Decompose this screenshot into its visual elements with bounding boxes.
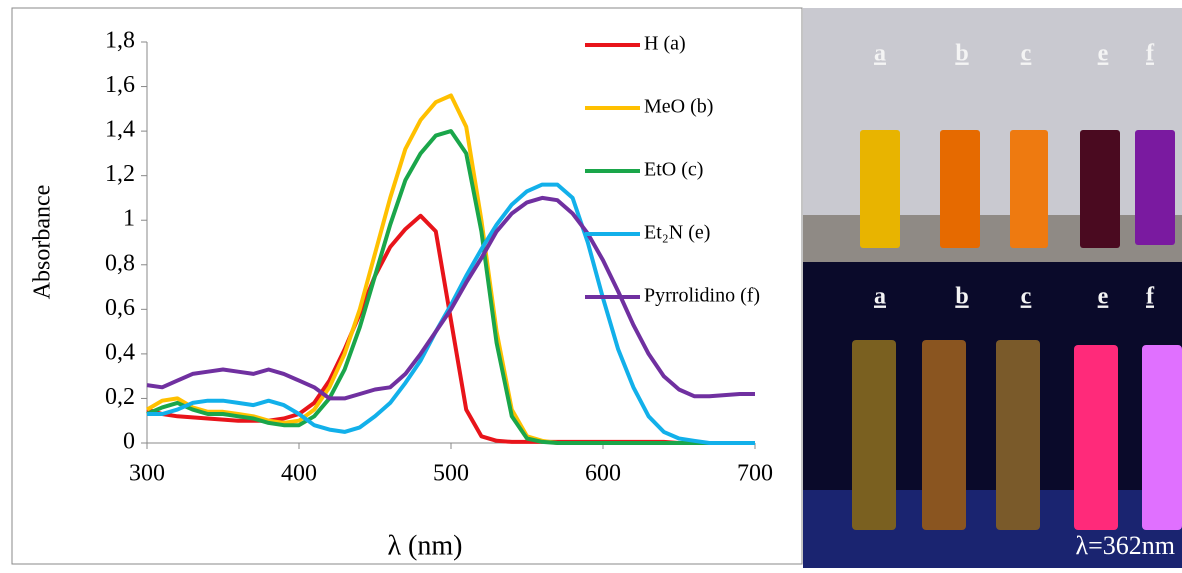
y-tick-label: 1,6 [105, 72, 135, 98]
legend-label: Pyrrolidino (f) [644, 285, 760, 307]
photo-label: f [1146, 284, 1155, 310]
y-tick-label: 1,4 [105, 117, 135, 143]
photo-label: e [1098, 41, 1109, 67]
photo-label: c [1021, 41, 1032, 67]
y-tick-label: 0,8 [105, 250, 135, 276]
legend-label: EtO (c) [644, 159, 703, 181]
y-tick-label: 0 [123, 429, 135, 455]
photo-caption: λ=362nm [1076, 531, 1176, 560]
y-tick-label: 0,6 [105, 295, 135, 321]
x-axis-title: λ (nm) [387, 530, 462, 561]
y-tick-label: 0,2 [105, 384, 135, 410]
photo-label: c [1021, 284, 1032, 310]
photo-label: b [955, 41, 968, 67]
legend-label: Et₂N (e) [644, 222, 710, 244]
y-tick-label: 1,2 [105, 161, 135, 187]
x-tick-label: 300 [129, 461, 165, 487]
photo-label: b [955, 284, 968, 310]
legend-label: H (a) [644, 33, 686, 55]
series-line [146, 195, 755, 401]
series-line [147, 182, 755, 445]
chart-border [11, 7, 803, 565]
photo-label: f [1146, 41, 1155, 67]
y-tick-label: 1 [123, 206, 135, 232]
photo-bottom [803, 262, 1182, 568]
photo-top [803, 8, 1182, 262]
x-tick-label: 700 [737, 461, 773, 487]
y-tick-label: 0,4 [105, 339, 135, 365]
legend-label: MeO (b) [644, 96, 713, 118]
y-tick-label: 1,8 [105, 28, 135, 54]
series-line [146, 129, 755, 445]
photo-label: e [1098, 284, 1109, 310]
x-tick-label: 500 [433, 461, 469, 487]
photo-label: a [874, 284, 886, 310]
y-axis-title: Absorbance [30, 185, 56, 300]
x-tick-label: 400 [281, 461, 317, 487]
photo-label: a [874, 41, 886, 67]
x-tick-label: 600 [585, 461, 621, 487]
